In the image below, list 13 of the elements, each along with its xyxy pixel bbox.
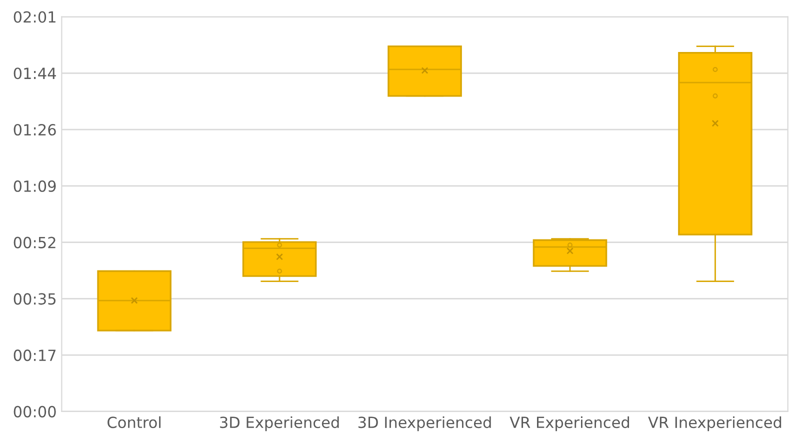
x-tick-label: 3D Inexperienced: [358, 416, 491, 432]
y-tick-label: 00:35: [14, 293, 56, 305]
y-tick-label: 01:44: [14, 68, 56, 80]
y-tick-label: 00:52: [14, 236, 56, 248]
x-tick-label: VR Inexperienced: [648, 416, 782, 432]
y-tick-label: 01:26: [14, 124, 56, 136]
y-tick-label: 02:01: [14, 11, 56, 23]
x-tick-label: VR Experienced: [510, 416, 630, 432]
y-tick-label: 01:09: [14, 180, 56, 192]
y-tick-label: 00:17: [14, 350, 56, 362]
x-tick-label: Control: [108, 416, 160, 428]
x-tick-label: 3D Experienced: [220, 416, 339, 432]
y-tick-label: 00:00: [14, 406, 56, 418]
